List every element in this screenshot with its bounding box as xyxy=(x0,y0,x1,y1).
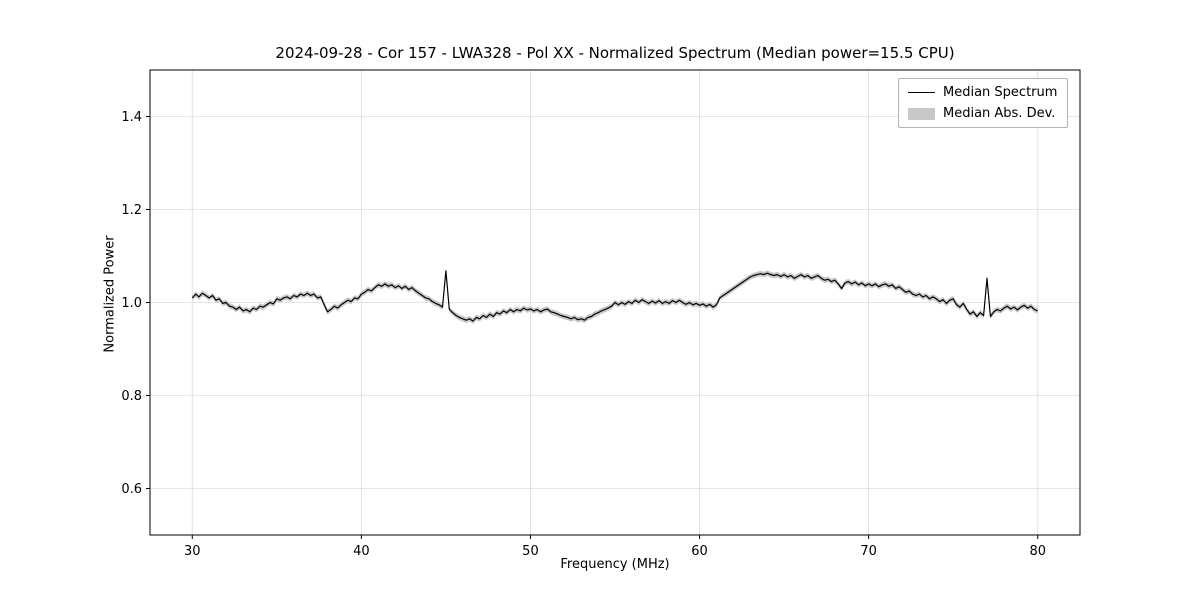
line-sample-icon xyxy=(908,92,935,93)
x-tick-label: 40 xyxy=(353,544,370,559)
legend: Median Spectrum Median Abs. Dev. xyxy=(898,78,1069,128)
chart-title: 2024-09-28 - Cor 157 - LWA328 - Pol XX -… xyxy=(275,44,955,62)
patch-sample-icon xyxy=(908,107,935,120)
legend-label: Median Spectrum xyxy=(943,85,1058,100)
x-tick-label: 80 xyxy=(1029,544,1046,559)
x-tick-label: 60 xyxy=(691,544,708,559)
x-axis-label: Frequency (MHz) xyxy=(560,557,670,572)
x-tick-label: 70 xyxy=(860,544,877,559)
y-tick-label: 1.0 xyxy=(121,296,142,311)
y-tick-label: 0.8 xyxy=(121,389,142,404)
y-tick-label: 0.6 xyxy=(121,482,142,497)
x-tick-label: 30 xyxy=(184,544,201,559)
legend-label: Median Abs. Dev. xyxy=(943,106,1056,121)
legend-entry-median-spectrum: Median Spectrum xyxy=(908,85,1057,100)
y-axis-label: Normalized Power xyxy=(102,235,118,353)
legend-entry-median-abs-dev: Median Abs. Dev. xyxy=(908,106,1057,121)
y-tick-label: 1.2 xyxy=(121,203,142,218)
y-tick-label: 1.4 xyxy=(121,110,142,125)
x-tick-label: 50 xyxy=(522,544,539,559)
